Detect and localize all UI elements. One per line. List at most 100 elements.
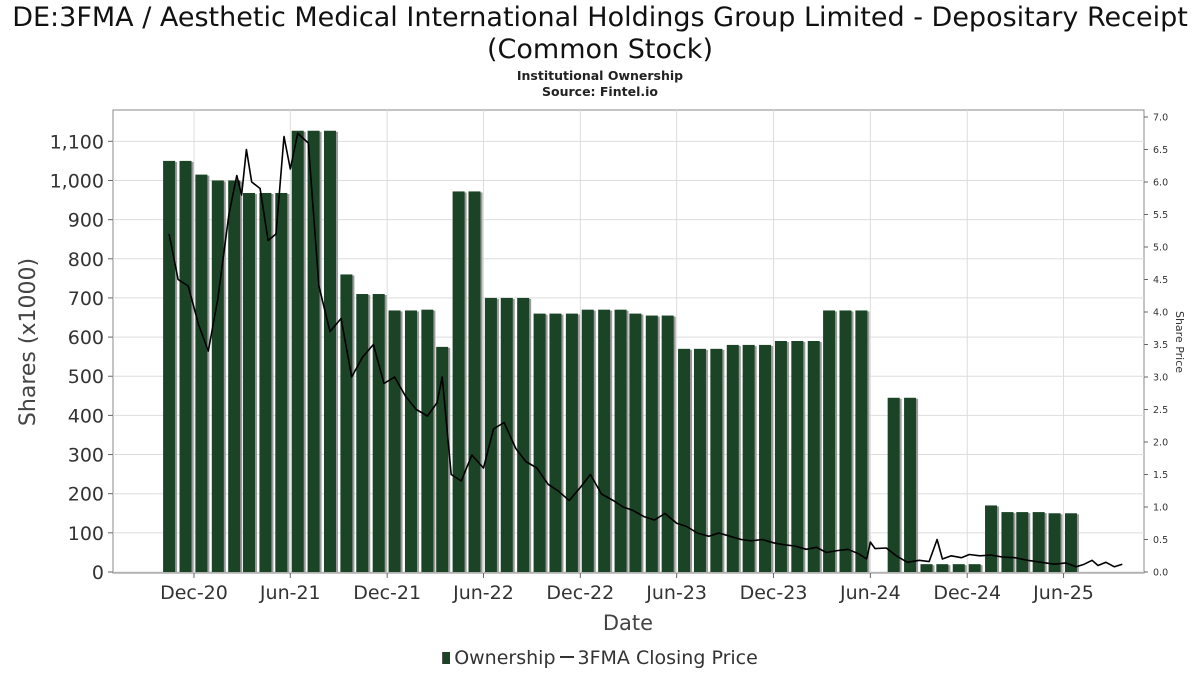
ownership-bar (823, 310, 836, 572)
ownership-bar (228, 180, 241, 572)
ownership-bar (678, 348, 691, 572)
ownership-bar (598, 309, 611, 572)
y2-tick-label: 1.0 (1153, 503, 1168, 514)
ownership-bar (645, 315, 658, 572)
page-title: DE:3FMA / Aesthetic Medical Internationa… (12, 2, 1188, 65)
ownership-bar (629, 313, 642, 572)
ownership-bar (661, 315, 674, 572)
y-tick-label: 700 (68, 288, 104, 310)
x-tick-label: Dec-24 (933, 582, 1001, 604)
ownership-bar (404, 310, 417, 572)
ownership-bar (1032, 512, 1045, 572)
ownership-bar (1016, 512, 1029, 572)
x-tick-label: Dec-22 (546, 582, 614, 604)
ownership-bar (807, 341, 820, 572)
ownership-bar (1048, 513, 1061, 572)
ownership-bar (855, 310, 868, 572)
ownership-legend-swatch (442, 652, 451, 664)
x-tick-label: Jun-24 (839, 582, 901, 604)
ownership-bar (211, 180, 224, 572)
ownership-bar (259, 193, 272, 572)
ownership-bar (614, 309, 627, 572)
ownership-bar (887, 397, 900, 572)
y-tick-label: 400 (68, 405, 104, 427)
y2-tick-label: 1.5 (1153, 470, 1168, 481)
x-axis-label: Date (603, 611, 653, 635)
ownership-bar (920, 564, 933, 572)
ownership-bar (1001, 512, 1014, 572)
ownership-bar (985, 505, 998, 572)
ownership-bar (356, 294, 369, 572)
y2-tick-label: 5.0 (1153, 243, 1168, 254)
ownership-bar (421, 309, 434, 572)
ownership-bar (307, 130, 320, 572)
ownership-bar (968, 564, 981, 572)
y-tick-label: 300 (68, 445, 104, 467)
chart-subtitle: Institutional Ownership (516, 68, 684, 83)
ownership-bar (517, 297, 530, 572)
ownership-bar (372, 294, 385, 572)
y2-tick-label: 7.0 (1153, 113, 1168, 124)
ownership-bar (163, 160, 176, 572)
ownership-legend-label: Ownership (454, 647, 556, 669)
ownership-bar (839, 310, 852, 572)
ownership-bar (565, 313, 578, 572)
ownership-bar (275, 193, 288, 572)
ownership-bar (323, 130, 336, 572)
y-tick-label: 800 (68, 249, 104, 271)
ownership-bar (484, 297, 497, 572)
ownership-bar (742, 344, 755, 572)
ownership-bar (533, 313, 546, 572)
y2-axis-label: Share Price (1173, 311, 1186, 373)
x-tick-label: Jun-21 (259, 582, 321, 604)
x-tick-label: Dec-20 (160, 582, 228, 604)
ownership-bars (163, 130, 1079, 573)
chart-svg: 0 100 200 300 400 500 600 700 800 900 1,000 1,100 0.… (16, 109, 1186, 635)
y2-tick-label: 6.0 (1153, 178, 1168, 189)
ownership-bar (1064, 513, 1077, 572)
x-tick-label: Dec-23 (740, 582, 808, 604)
ownership-bar (388, 310, 401, 572)
x-tick-label: Jun-22 (452, 582, 514, 604)
y2-tick-label: 4.0 (1153, 308, 1168, 319)
ownership-bar (581, 309, 594, 572)
y2-tick-label: 3.0 (1153, 373, 1168, 384)
price-legend-label: 3FMA Closing Price (577, 647, 758, 669)
y2-tick-label: 0.0 (1153, 568, 1168, 579)
ownership-bar (291, 130, 304, 572)
ownership-bar (452, 191, 465, 572)
y2-tick-label: 0.5 (1153, 535, 1168, 546)
ownership-bar (774, 341, 787, 572)
x-tick-label: Dec-21 (353, 582, 421, 604)
x-tick-label: Jun-23 (645, 582, 707, 604)
price-line (168, 132, 1123, 568)
ownership-bar (759, 344, 772, 572)
y-tick-label: 1,100 (50, 131, 104, 153)
ownership-bar (549, 313, 562, 572)
y2-tick-label: 3.5 (1153, 340, 1168, 351)
chart-legend: Ownership 3FMA Closing Price (0, 647, 1200, 669)
ownership-bar (952, 564, 965, 572)
ownership-bar (791, 341, 804, 572)
y2-tick-label: 2.5 (1153, 405, 1168, 416)
y-tick-label: 500 (68, 366, 104, 388)
ownership-bar (195, 174, 208, 573)
ownership-bar (468, 191, 481, 572)
ownership-bar (179, 160, 192, 572)
ownership-bar (500, 297, 513, 572)
price-legend-swatch (559, 656, 574, 658)
y-tick-label: 100 (68, 523, 104, 545)
y-tick-label: 600 (68, 327, 104, 349)
y2-tick-label: 4.5 (1153, 275, 1168, 286)
ownership-bar (904, 397, 917, 572)
y2-tick-label: 5.5 (1153, 210, 1168, 221)
ownership-bar (710, 348, 723, 572)
y-tick-label: 900 (68, 210, 104, 232)
price-line-group (168, 132, 1123, 568)
y2-tick-label: 6.5 (1153, 145, 1168, 156)
chart-source: Source: Fintel.io (542, 84, 658, 99)
y-tick-label: 1,000 (50, 170, 104, 192)
ownership-bar (340, 274, 353, 572)
x-tick-label: Jun-25 (1032, 582, 1094, 604)
y-axis-label: Shares (x1000) (16, 258, 41, 426)
